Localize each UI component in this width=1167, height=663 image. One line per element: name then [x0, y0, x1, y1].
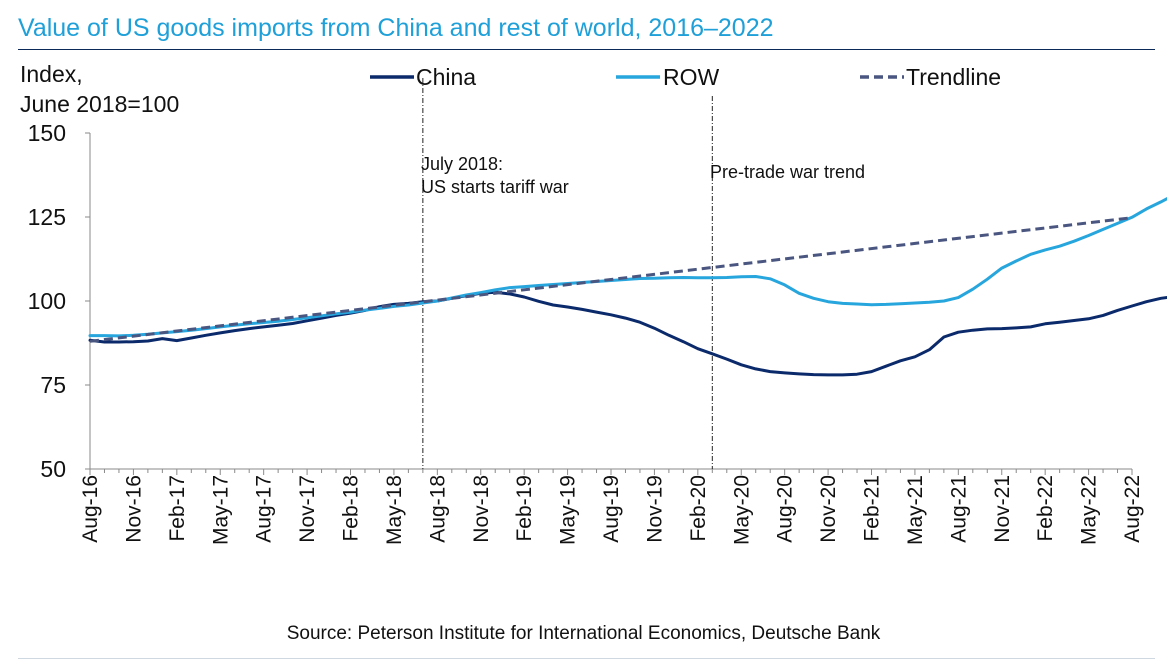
annotation-tariff-line1: July 2018:: [421, 154, 503, 174]
x-tick-label: Nov-18: [470, 475, 493, 543]
x-tick-label: Nov-20: [817, 475, 840, 543]
y-axis-label-line1: Index,: [20, 61, 83, 87]
footer-rule: [18, 658, 1155, 659]
y-tick-label: 100: [28, 288, 66, 314]
annotation-tariff-line2: US starts tariff war: [421, 177, 569, 197]
x-tick-label: Feb-21: [861, 475, 884, 542]
x-tick-label: Aug-21: [947, 475, 970, 543]
x-tick-label: Feb-20: [687, 475, 710, 542]
source-note: Source: Peterson Institute for Internati…: [286, 623, 881, 644]
x-tick-label: Nov-21: [991, 475, 1014, 543]
y-axis-label-line2: June 2018=100: [20, 91, 179, 117]
x-tick-label: May-19: [557, 475, 580, 545]
x-tick-label: Aug-19: [600, 475, 623, 543]
x-tick-label: Feb-22: [1034, 475, 1057, 542]
x-tick-label: May-21: [904, 475, 927, 545]
x-tick-label: May-20: [730, 475, 753, 545]
series-line-china: [88, 290, 1167, 377]
chart-title: Value of US goods imports from China and…: [18, 14, 774, 42]
x-tick-label: Aug-18: [426, 475, 449, 543]
x-tick-label: Nov-16: [122, 475, 145, 543]
x-tick-label: Aug-17: [253, 475, 276, 543]
x-tick-label: Nov-19: [643, 475, 666, 543]
x-tick-label: Nov-17: [296, 475, 319, 543]
legend-label-row: ROW: [663, 64, 720, 90]
x-tick-label: May-22: [1078, 475, 1101, 545]
y-tick-label: 50: [40, 456, 66, 482]
title-rule: [18, 49, 1155, 50]
y-tick-label: 150: [28, 120, 66, 146]
y-tick-label: 75: [40, 372, 66, 398]
y-tick-label: 125: [28, 204, 66, 230]
series-line-row: [88, 196, 1167, 338]
x-tick-label: May-17: [209, 475, 232, 545]
x-tick-label: May-18: [383, 475, 406, 545]
x-tick-label: Feb-17: [166, 475, 189, 542]
x-tick-label: Aug-22: [1121, 475, 1144, 543]
legend-label-trendline: Trendline: [906, 64, 1001, 90]
series-line-trendline: [89, 216, 1133, 343]
chart-area: 50 75 100 125 150 Aug-16 Nov-16 Feb-17 May-17 Aug…: [20, 61, 1167, 545]
x-tick-label: Feb-19: [513, 475, 536, 542]
x-tick-label: Aug-16: [79, 475, 102, 543]
x-tick-label: Feb-18: [340, 475, 363, 542]
annotation-trend: Pre-trade war trend: [710, 162, 865, 182]
x-tick-label: Aug-20: [774, 475, 797, 543]
legend-label-china: China: [416, 64, 476, 90]
